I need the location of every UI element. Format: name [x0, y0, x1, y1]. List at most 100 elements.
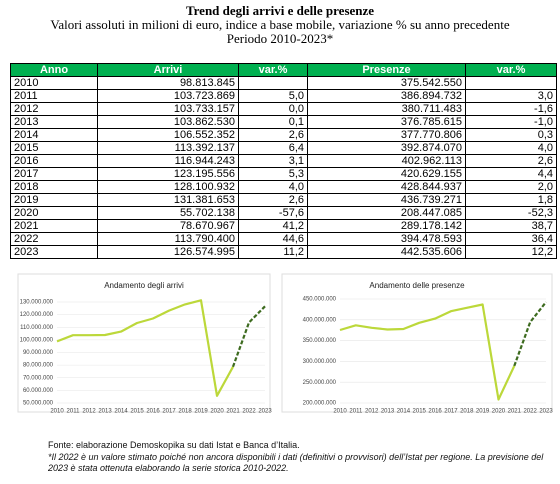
table-cell: 442.535.606	[307, 245, 466, 259]
charts: Andamento degli arrivi 50.000.000 60.000.0…	[17, 273, 553, 415]
table-cell: 2,6	[238, 193, 308, 207]
table-cell: 103.723.869	[97, 89, 239, 103]
y-tick-label: 120.000.000	[20, 312, 54, 318]
table-cell: 2,0	[465, 180, 557, 194]
table-cell: 2022	[10, 232, 98, 246]
table-row: 2010 98.813.845 375.542.550	[10, 76, 557, 90]
table-cell: 375.542.550	[307, 76, 466, 90]
table-cell: 2014	[10, 128, 98, 142]
y-tick-label: 100.000.000	[20, 337, 54, 343]
x-tick-label: 2019	[476, 409, 490, 415]
table-row: 2014 106.552.352 2,6 377.770.806 0,3	[10, 128, 557, 142]
table-cell: 131.381.653	[97, 193, 239, 207]
x-tick-label: 2015	[130, 409, 144, 415]
table-row: 2013 103.862.530 0,1 376.785.615 -1,0	[10, 115, 557, 129]
y-tick-label: 60.000.000	[23, 388, 54, 394]
data-line	[231, 305, 266, 368]
table-cell: 394.478.593	[307, 232, 466, 246]
table-cell: 3,0	[465, 89, 557, 103]
table-cell: -1,6	[465, 102, 557, 116]
table-cell: 402.962.113	[307, 154, 466, 168]
table-cell: 78.670.967	[97, 219, 239, 233]
table-row: 2021 78.670.967 41,2 289.178.142 38,7	[10, 219, 557, 233]
subtitle: Valori assoluti in milioni di euro, indi…	[50, 17, 510, 32]
table-cell: 4,0	[465, 141, 557, 155]
y-tick-label: 350.000.000	[303, 338, 337, 344]
table-cell: -1,0	[465, 115, 557, 129]
table-cell: 2016	[10, 154, 98, 168]
x-tick-label: 2014	[114, 409, 128, 415]
table-cell: 38,7	[465, 219, 557, 233]
y-tick-label: 400.000.000	[303, 317, 337, 323]
x-tick-label: 2011	[67, 409, 81, 415]
data-line	[56, 299, 234, 397]
x-tick-label: 2018	[178, 409, 192, 415]
x-tick-label: 2019	[194, 409, 208, 415]
table-cell: 103.862.530	[97, 115, 239, 129]
y-tick-label: 110.000.000	[20, 325, 54, 331]
x-tick-label: 2021	[508, 409, 522, 415]
table-cell: 420.629.155	[307, 167, 466, 181]
table-cell: 386.894.732	[307, 89, 466, 103]
table-cell	[238, 76, 308, 90]
table-cell: 11,2	[238, 245, 308, 259]
x-tick-label: 2012	[82, 409, 96, 415]
table-cell: 5,0	[238, 89, 308, 103]
table-cell: 2017	[10, 167, 98, 181]
table-cell: 2015	[10, 141, 98, 155]
y-tick-label: 130.000.000	[20, 300, 54, 306]
table-cell: 208.447.085	[307, 206, 466, 220]
x-tick-label: 2013	[381, 409, 395, 415]
table-row: 2019 131.381.653 2,6 436.739.271 1,8	[10, 193, 557, 207]
table-cell: 2010	[10, 76, 98, 90]
table-row: 2020 55.702.138 -57,6 208.447.085 -52,3	[10, 206, 557, 220]
column-header: Anno	[10, 63, 98, 77]
column-header: Presenze	[307, 63, 466, 77]
table-cell: 44,6	[238, 232, 308, 246]
table-row: 2012 103.733.157 0,0 380.711.483 -1,6	[10, 102, 557, 116]
x-tick-label: 2022	[242, 409, 256, 415]
table-cell: 103.733.157	[97, 102, 239, 116]
x-tick-label: 2013	[98, 409, 112, 415]
data-line	[513, 301, 547, 367]
column-header: var.%	[238, 63, 308, 77]
x-tick-label: 2016	[146, 409, 160, 415]
table-row: 2015 113.392.137 6,4 392.874.070 4,0	[10, 141, 557, 155]
table-cell: 380.711.483	[307, 102, 466, 116]
table-cell: 113.392.137	[97, 141, 239, 155]
source: Fonte: elaborazione Demoskopika su dati …	[48, 440, 300, 450]
table-cell: 377.770.806	[307, 128, 466, 142]
x-tick-label: 2015	[413, 409, 427, 415]
table-cell: 12,2	[465, 245, 557, 259]
table-cell: -52,3	[465, 206, 557, 220]
table-row: 2011 103.723.869 5,0 386.894.732 3,0	[10, 89, 557, 103]
y-tick-label: 200.000.000	[303, 401, 337, 407]
table-cell: 2020	[10, 206, 98, 220]
table-cell: 0,3	[465, 128, 557, 142]
header-row: Anno Arrivi var.% Presenze var.%	[10, 63, 557, 77]
y-tick-label: 80.000.000	[23, 363, 54, 369]
table-cell: 0,0	[238, 102, 308, 116]
table-cell: 436.739.271	[307, 193, 466, 207]
x-tick-label: 2014	[397, 409, 411, 415]
x-tick-label: 2010	[50, 409, 64, 415]
table-cell: 3,1	[238, 154, 308, 168]
table-cell: 2012	[10, 102, 98, 116]
x-tick-label: 2023	[258, 409, 272, 415]
x-tick-label: 2016	[428, 409, 442, 415]
table-cell: 428.844.937	[307, 180, 466, 194]
title: Trend degli arrivi e delle presenze	[185, 3, 375, 18]
table-cell: 2019	[10, 193, 98, 207]
table-cell: 55.702.138	[97, 206, 239, 220]
table-cell: 1,8	[465, 193, 557, 207]
table-row: 2022 113.790.400 44,6 394.478.593 36,4	[10, 232, 557, 246]
table-cell: 123.195.556	[97, 167, 239, 181]
y-tick-label: 50.000.000	[23, 401, 54, 407]
y-tick-label: 300.000.000	[303, 359, 337, 365]
table-row: 2016 116.944.243 3,1 402.962.113 2,6	[10, 154, 557, 168]
table-cell: 2023	[10, 245, 98, 259]
table-cell: 0,1	[238, 115, 308, 129]
x-tick-label: 2020	[492, 409, 506, 415]
x-tick-label: 2020	[210, 409, 224, 415]
